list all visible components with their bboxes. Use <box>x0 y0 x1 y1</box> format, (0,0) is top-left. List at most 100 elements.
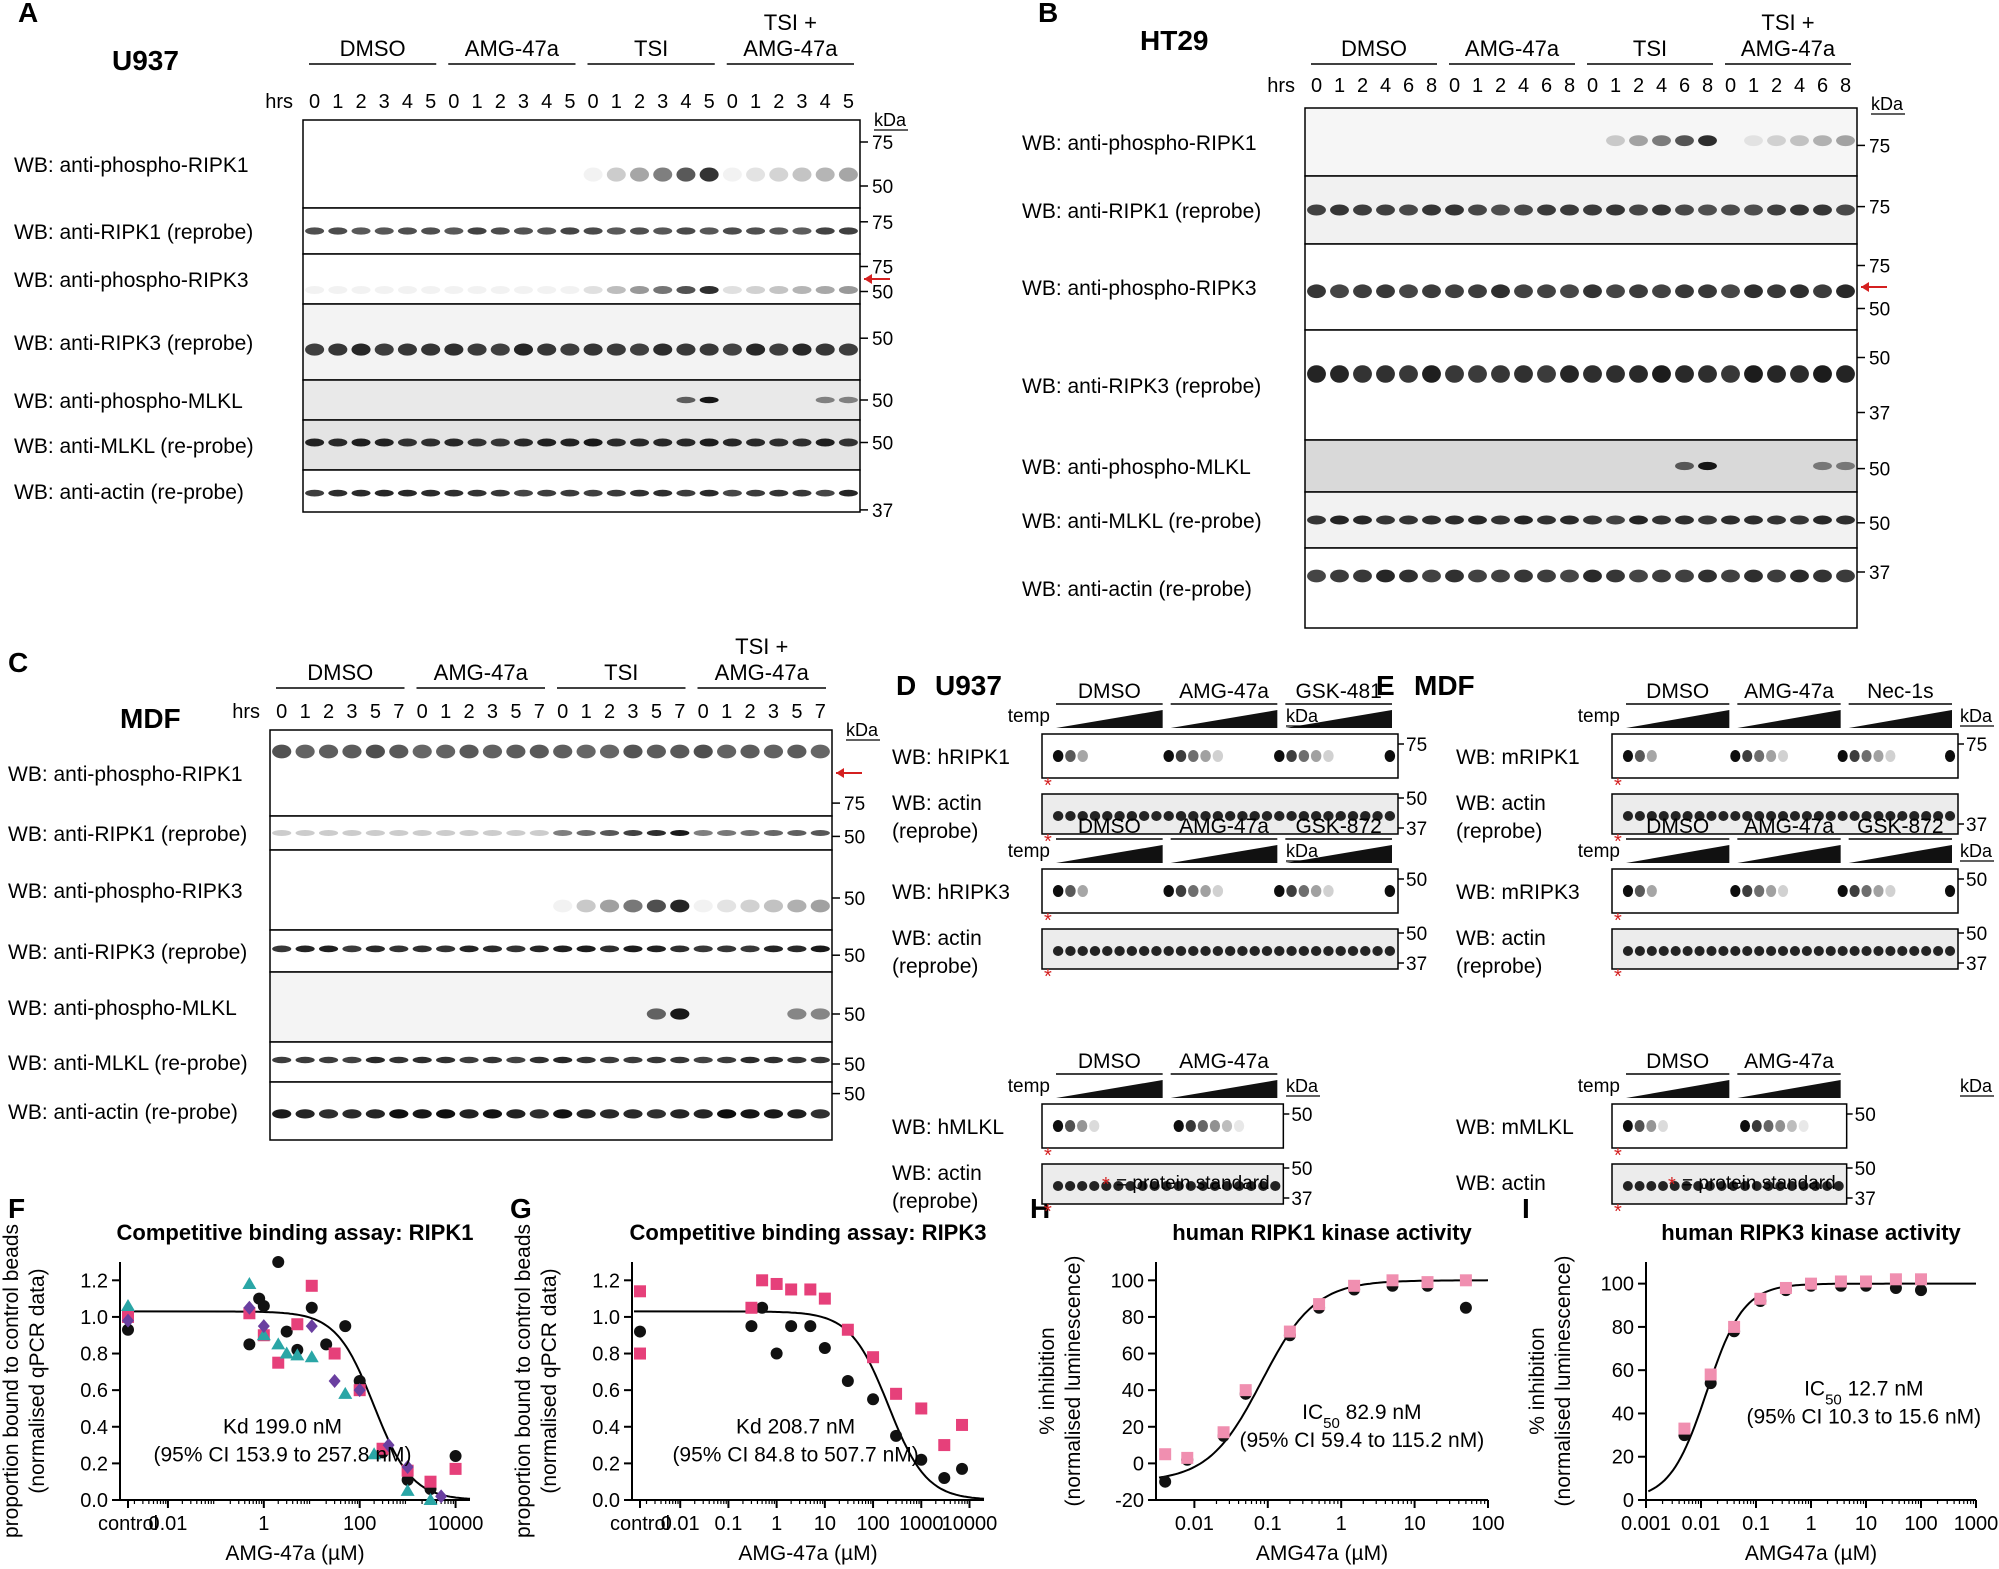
blot-band <box>1606 135 1625 147</box>
temperature-wedge-icon <box>1737 1080 1841 1098</box>
blot-band <box>787 1056 807 1064</box>
x-tick-label: 0.01 <box>661 1513 700 1535</box>
blot-band <box>1514 204 1533 216</box>
protein-standard-star-icon: * <box>1614 910 1622 932</box>
blot-band <box>389 1109 409 1119</box>
blot-band <box>699 438 719 447</box>
timepoint-label: 0 <box>309 91 320 113</box>
blot-band <box>1766 811 1777 821</box>
blot-band <box>1767 569 1786 583</box>
data-point <box>1386 1274 1399 1287</box>
blot-band <box>1646 885 1657 897</box>
blot-band <box>646 899 666 913</box>
blot-band <box>1675 204 1694 216</box>
blot-band <box>599 830 620 836</box>
temperature-wedge-icon <box>1737 845 1841 863</box>
marker-label: 50 <box>1406 789 1427 810</box>
blot-band <box>606 227 626 235</box>
blot-band <box>1468 204 1487 216</box>
fit-annotation: IC50 12.7 nM <box>1804 1377 1923 1408</box>
timepoint-label: 1 <box>472 91 483 113</box>
blot-band <box>1718 946 1729 956</box>
timepoint-label: 0 <box>448 91 459 113</box>
blot-band <box>1188 750 1199 762</box>
blot-band <box>740 1056 760 1064</box>
blot-band <box>318 1109 339 1119</box>
data-point <box>272 1256 285 1268</box>
blot-strip <box>302 253 861 305</box>
blot-band <box>676 489 696 497</box>
blot-band <box>676 286 696 294</box>
blot-band <box>1360 946 1371 956</box>
blot-panel-d: U937 DMSO AMG-47a GSK-481 temp kDa WB: hRIPK1 7… <box>892 670 1427 1223</box>
blot-band <box>1721 515 1740 525</box>
kda-label: kDa <box>1960 706 1993 726</box>
blot-band <box>1786 1181 1797 1191</box>
blot-strip <box>269 929 833 973</box>
data-point <box>243 1338 256 1351</box>
blot-strip <box>1041 868 1399 914</box>
blot-band <box>1200 946 1211 956</box>
data-point <box>401 1460 414 1475</box>
blot-band <box>606 286 626 294</box>
blot-band <box>1873 811 1884 821</box>
timepoint-label: 8 <box>1840 75 1851 97</box>
blot-band <box>1789 811 1801 821</box>
blot-band <box>1422 569 1441 583</box>
blot-band <box>374 438 394 447</box>
blot-band <box>1873 946 1884 956</box>
chart-title: Competitive binding assay: RIPK3 <box>630 1220 987 1245</box>
blot-band <box>1077 946 1088 956</box>
blot-band <box>1742 885 1753 897</box>
blot-band <box>717 899 737 913</box>
blot-band <box>1583 515 1602 525</box>
blot-band <box>1646 946 1657 956</box>
marker-label: 50 <box>844 946 865 967</box>
blot-band <box>1681 1181 1692 1191</box>
blot-band <box>815 438 835 447</box>
blot-row-label: WB: anti-RIPK3 (reprobe) <box>14 332 253 355</box>
blot-band <box>1274 750 1285 762</box>
data-point <box>305 1319 318 1334</box>
blot-strip <box>269 849 833 931</box>
blot-band <box>1384 811 1396 821</box>
x-tick-label: control <box>98 1513 158 1535</box>
data-point <box>256 1328 271 1341</box>
timepoint-label: 3 <box>657 91 668 113</box>
timepoint-label: 2 <box>355 91 366 113</box>
blot-band <box>1138 946 1150 956</box>
blot-band <box>1730 811 1741 821</box>
blot-band <box>623 744 643 759</box>
blot-band <box>676 396 696 404</box>
blot-band <box>295 1109 315 1119</box>
blot-row-label: WB: anti-RIPK1 (reprobe) <box>1022 200 1261 223</box>
blot-band <box>1175 750 1187 762</box>
blot-band <box>1698 461 1717 471</box>
blot-band <box>746 489 766 497</box>
blot-strip <box>1304 107 1858 177</box>
blot-band <box>717 945 737 953</box>
blot-band <box>1744 515 1763 525</box>
blot-band <box>653 489 673 497</box>
blot-band <box>1560 515 1579 525</box>
blot-band <box>305 489 325 497</box>
blot-band <box>1629 569 1648 583</box>
blot-band <box>1310 885 1322 897</box>
blot-band <box>467 489 487 497</box>
blot-band <box>1125 1181 1136 1191</box>
blot-band <box>459 945 479 953</box>
blot-band <box>351 343 371 356</box>
blot-band <box>295 744 315 759</box>
blot-band <box>1767 365 1786 383</box>
blot-band <box>1274 885 1285 897</box>
kda-label: kDa <box>1960 841 1993 861</box>
blot-band <box>1646 1181 1657 1191</box>
data-point <box>785 1283 798 1296</box>
blot-band <box>1399 515 1418 525</box>
group-label: AMG-47a <box>1179 1050 1269 1073</box>
blot-band <box>1246 1181 1257 1191</box>
timepoint-label: 4 <box>1794 75 1805 97</box>
x-tick-label: 0.1 <box>715 1513 743 1535</box>
blot-band <box>1763 1120 1774 1132</box>
blot-band <box>1077 750 1088 762</box>
